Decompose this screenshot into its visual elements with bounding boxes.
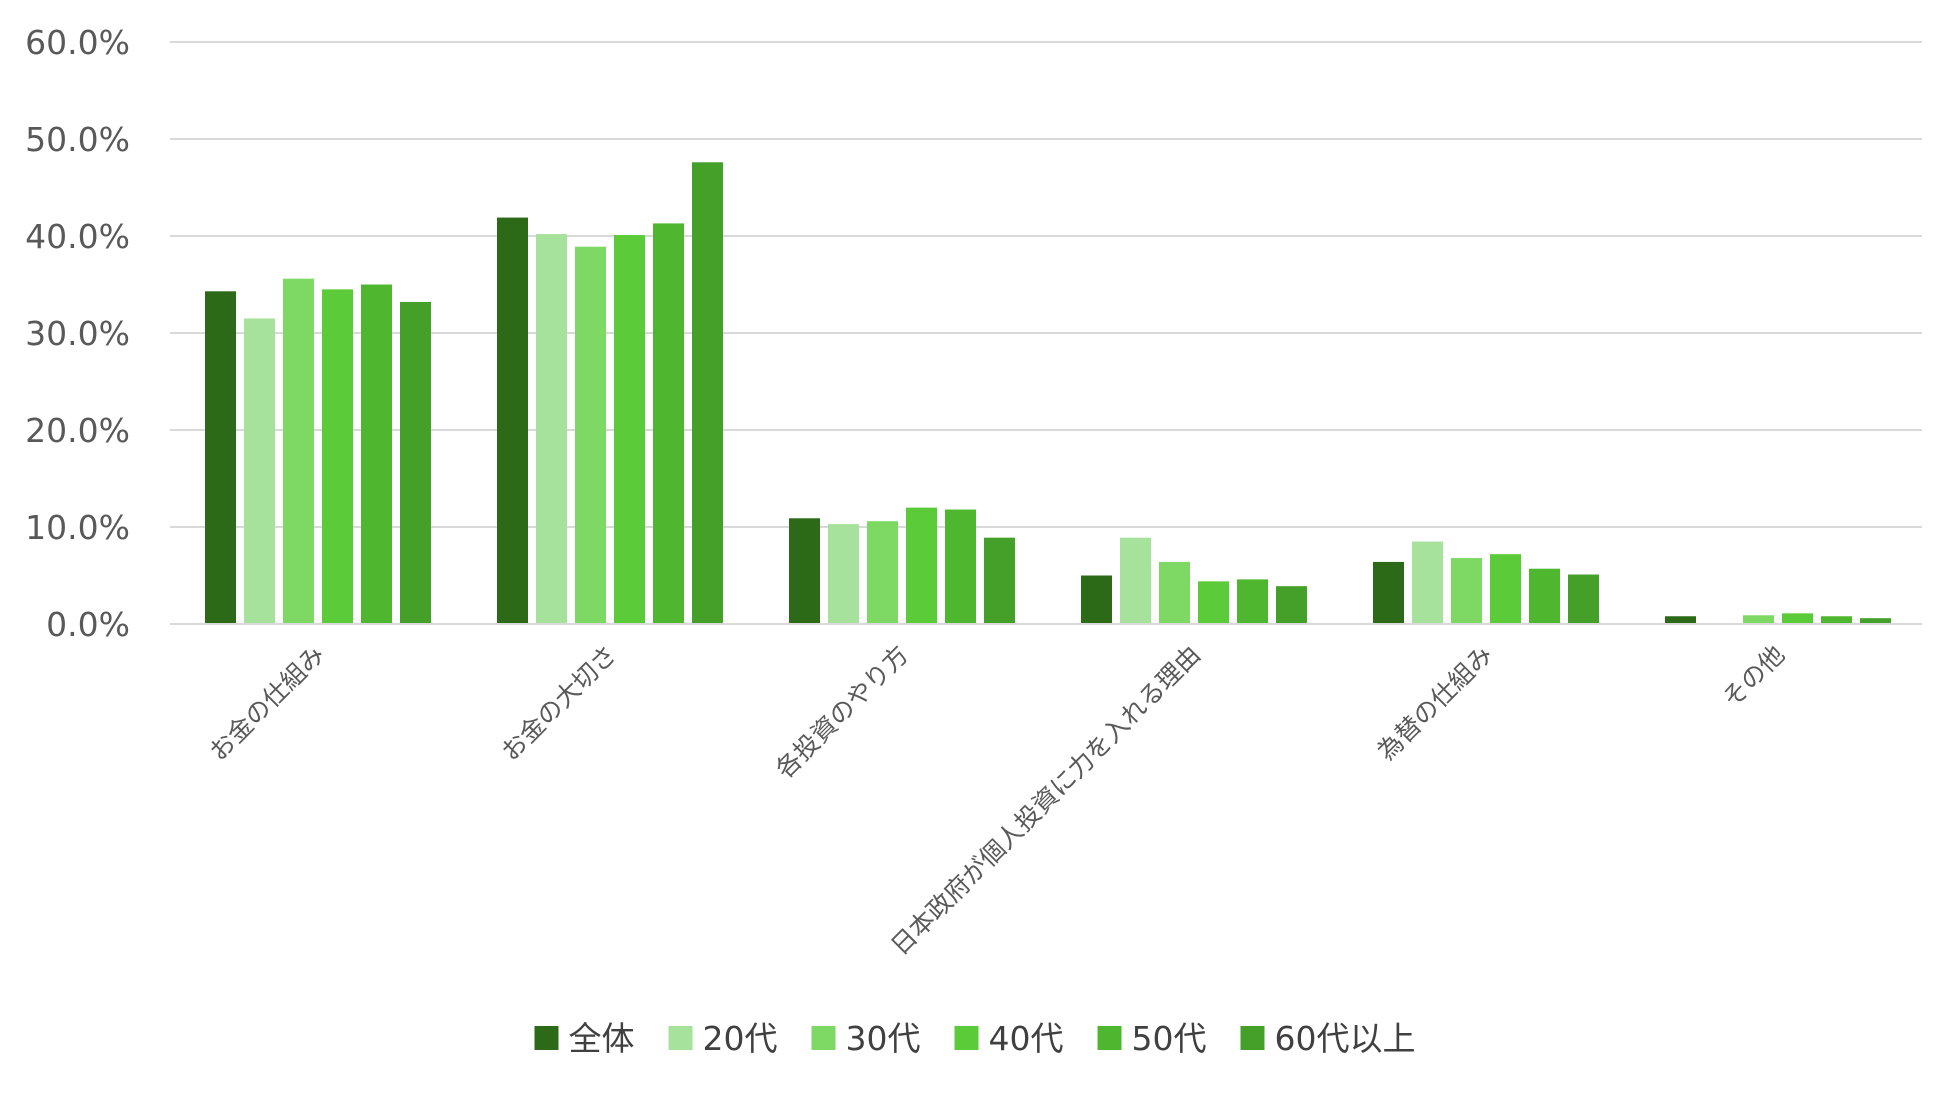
y-axis-tick-labels: 0.0% 10.0% 20.0% 30.0% 40.0% 50.0% 60.0% (25, 23, 130, 644)
bar-5-2 (1743, 615, 1774, 624)
bar-1-4 (653, 223, 684, 624)
legend-label: 60代以上 (1275, 1019, 1416, 1058)
bar-1-3 (614, 235, 645, 624)
bar-3-5 (1276, 586, 1307, 624)
bar-3-4 (1237, 579, 1268, 624)
legend-swatch (668, 1026, 693, 1050)
bar-2-5 (984, 537, 1015, 624)
bar-0-5 (400, 301, 431, 624)
legend-item-0: 全体 (534, 1019, 635, 1058)
legend-swatch (811, 1026, 836, 1050)
bar-0-0 (205, 291, 236, 624)
bar-4-0 (1373, 561, 1404, 624)
y-tick-label: 30.0% (25, 314, 130, 353)
bar-1-1 (536, 234, 567, 624)
bar-4-5 (1568, 574, 1599, 624)
bar-2-3 (906, 507, 937, 624)
x-category-label: お金の大切さ (496, 640, 623, 767)
legend-label: 全体 (569, 1019, 635, 1058)
bar-4-3 (1490, 554, 1521, 624)
x-category-label: お金の仕組み (204, 640, 331, 767)
bar-5-3 (1782, 613, 1813, 624)
bar-3-3 (1198, 581, 1229, 624)
bar-0-4 (361, 284, 392, 624)
legend-item-4: 50代 (1097, 1019, 1207, 1058)
legend-item-2: 30代 (811, 1019, 921, 1058)
legend-swatch (954, 1026, 979, 1050)
bar-0-3 (322, 289, 353, 624)
bar-5-5 (1860, 618, 1891, 624)
legend-swatch (1240, 1026, 1265, 1050)
bar-4-2 (1451, 558, 1482, 624)
bar-1-5 (692, 162, 723, 624)
bar-4-4 (1529, 568, 1560, 624)
legend-item-1: 20代 (668, 1019, 778, 1058)
bar-2-0 (789, 518, 820, 624)
x-category-label: 為替の仕組み (1372, 640, 1499, 767)
bar-3-1 (1120, 537, 1151, 624)
bar-2-4 (945, 509, 976, 624)
y-tick-label: 40.0% (25, 217, 130, 256)
bar-1-0 (497, 217, 528, 624)
bar-3-0 (1081, 575, 1112, 624)
bars (205, 162, 1891, 625)
y-tick-label: 0.0% (46, 605, 130, 644)
gridlines (170, 41, 1922, 528)
legend-item-3: 40代 (954, 1019, 1064, 1058)
bar-0-2 (283, 278, 314, 624)
bar-5-0 (1665, 616, 1696, 624)
legend-item-5: 60代以上 (1240, 1019, 1416, 1058)
legend-label: 30代 (846, 1019, 921, 1058)
y-tick-label: 50.0% (25, 120, 130, 159)
legend-label: 50代 (1132, 1019, 1207, 1058)
legend: 全体 20代 30代 40代 50代 60代以上 (534, 1019, 1416, 1058)
bar-0-1 (244, 318, 275, 624)
legend-swatch (1097, 1026, 1122, 1050)
legend-label: 40代 (989, 1019, 1064, 1058)
x-category-label: 日本政府が個人投資に力を入れる理由 (885, 640, 1206, 961)
bar-4-1 (1412, 541, 1443, 624)
y-tick-label: 20.0% (25, 411, 130, 450)
bar-3-2 (1159, 561, 1190, 624)
y-tick-label: 10.0% (25, 508, 130, 547)
bar-2-1 (828, 524, 859, 624)
legend-swatch (534, 1026, 559, 1050)
x-category-label: その他 (1717, 640, 1791, 714)
bar-1-2 (575, 246, 606, 625)
bar-5-4 (1821, 616, 1852, 624)
legend-label: 20代 (703, 1019, 778, 1058)
x-category-label: 各投資のやり方 (770, 640, 914, 784)
bar-2-2 (867, 521, 898, 624)
y-tick-label: 60.0% (25, 23, 130, 62)
